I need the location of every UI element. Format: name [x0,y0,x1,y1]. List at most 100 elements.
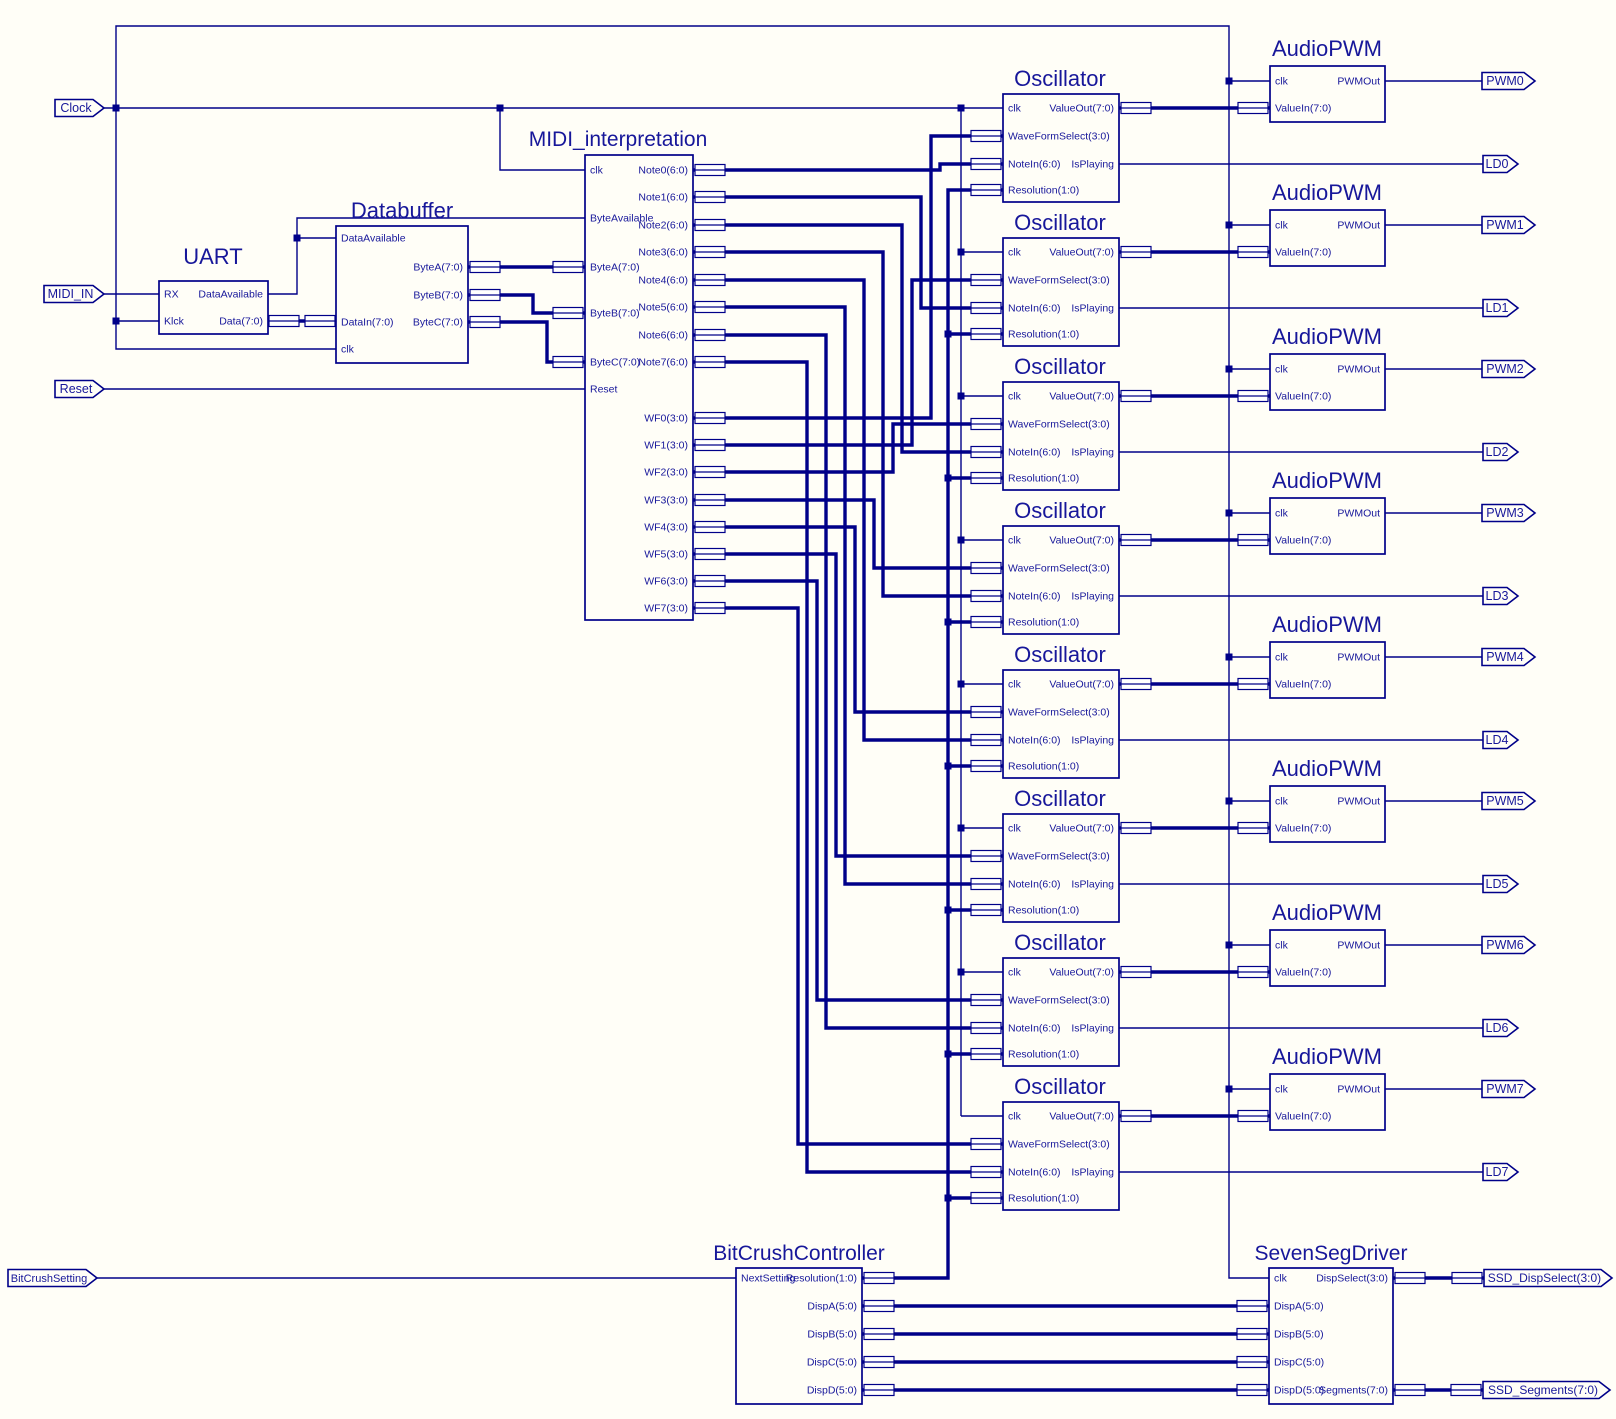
port-output-pwm3: PWM3 [1481,503,1537,523]
pin-label: Resolution(1:0) [1008,473,1079,485]
bus-tap [1237,821,1269,835]
pin-label: Segments(7:0) [1319,1385,1388,1397]
port-shape-output-pwm4[interactable] [1481,647,1537,667]
port-shape-output-ld4[interactable] [1482,730,1520,750]
block-body-oscillator-8[interactable] [1002,1101,1120,1211]
port-shape-output-ld5[interactable] [1482,874,1520,894]
port-output-ssd-segments: SSD_Segments(7:0) [1482,1380,1612,1400]
block-body-oscillator-7[interactable] [1002,957,1120,1067]
pin-label: clk [1008,535,1022,547]
block-body-oscillator-2[interactable] [1002,237,1120,347]
block-title: MIDI_interpretation [529,128,708,151]
pin-label: ValueIn(7:0) [1275,967,1331,979]
port-shape-input-midi-in[interactable] [43,284,106,304]
port-shape-output-ssd-segments[interactable] [1482,1380,1612,1400]
pin-label: IsPlaying [1071,447,1114,459]
block-title: Oscillator [1014,1074,1106,1099]
port-shape-output-ld1[interactable] [1482,298,1520,318]
port-shape-input-bitcrush-setting[interactable] [7,1268,99,1288]
block-body-sevenseg-driver[interactable] [1268,1267,1394,1405]
pin-label: NoteIn(6:0) [1008,1167,1061,1179]
port-shape-output-ssd-dispselect[interactable] [1483,1268,1614,1288]
junction-dot [957,392,965,400]
bus-tap [552,260,584,274]
pin-label: DispD(5:0) [1274,1385,1324,1397]
bus-tap [1120,101,1152,115]
junction-dot [957,824,965,832]
wire-net-uart-dataavailable [268,217,585,295]
wire-bus-note6 [693,333,1003,1030]
pin-label: NoteIn(6:0) [1008,879,1061,891]
pin-label: PWMOut [1337,1084,1380,1096]
bus-tap [469,260,501,274]
bus-tap [694,547,726,561]
block-body-audiopwm-8[interactable] [1269,1073,1386,1131]
port-shape-output-pwm0[interactable] [1481,71,1537,91]
bus-tap [694,438,726,452]
port-shape-output-pwm7[interactable] [1481,1079,1537,1099]
port-shape-output-ld3[interactable] [1482,586,1520,606]
pin-label: ValueOut(7:0) [1049,103,1114,115]
junction-dot [944,762,952,770]
pin-label: ByteAvailable [590,213,654,225]
block-title: Oscillator [1014,642,1106,667]
port-shape-input-reset[interactable] [54,379,106,399]
port-shape-output-pwm6[interactable] [1481,935,1537,955]
pin-label: WF3(3:0) [644,495,688,507]
block-uart: UART RX Klck DataAvailable Data(7:0) [158,244,269,335]
pin-label: Resolution(1:0) [1008,761,1079,773]
block-body-audiopwm-3[interactable] [1269,353,1386,411]
bus-tap [970,615,1002,629]
pin-label: NoteIn(6:0) [1008,447,1061,459]
pin-label: PWMOut [1337,76,1380,88]
port-shape-output-pwm2[interactable] [1481,359,1537,379]
bus-tap [970,1047,1002,1061]
pin-label: DispD(5:0) [807,1385,857,1397]
port-input-clock: Clock [54,98,106,118]
port-label: LD6 [1486,1021,1509,1035]
block-body-oscillator-1[interactable] [1002,93,1120,203]
block-title: Oscillator [1014,210,1106,235]
bus-tap [694,273,726,287]
pin-label: clk [1275,652,1289,664]
port-shape-output-pwm5[interactable] [1481,791,1537,811]
bus-tap [469,315,501,329]
bus-tap [970,1165,1002,1179]
block-body-audiopwm-2[interactable] [1269,209,1386,267]
block-body-audiopwm-1[interactable] [1269,65,1386,123]
pin-label: WF7(3:0) [644,603,688,615]
pin-label: DispC(5:0) [807,1357,857,1369]
block-body-oscillator-3[interactable] [1002,381,1120,491]
block-body-databuffer[interactable] [335,225,469,364]
port-shape-output-pwm3[interactable] [1481,503,1537,523]
port-output-ld1: LD1 [1482,298,1520,318]
block-body-uart[interactable] [158,280,269,335]
port-shape-input-clock[interactable] [54,98,106,118]
port-shape-output-ld7[interactable] [1482,1162,1520,1182]
block-body-oscillator-5[interactable] [1002,669,1120,779]
block-body-audiopwm-5[interactable] [1269,641,1386,699]
port-label: SSD_DispSelect(3:0) [1488,1271,1601,1285]
port-shape-output-ld2[interactable] [1482,442,1520,462]
port-label: Reset [60,382,93,396]
wire-bus-wf4 [693,525,1003,714]
block-body-midi-interpretation[interactable] [584,154,694,621]
pin-label: ValueOut(7:0) [1049,247,1114,259]
port-shape-output-ld0[interactable] [1482,154,1520,174]
port-shape-output-ld6[interactable] [1482,1018,1520,1038]
block-title: Oscillator [1014,498,1106,523]
block-title: Oscillator [1014,930,1106,955]
bus-tap [1450,1383,1482,1397]
pin-label: DispB(5:0) [1274,1329,1324,1341]
block-body-bitcrush-controller[interactable] [735,1267,863,1405]
block-body-oscillator-4[interactable] [1002,525,1120,635]
block-body-audiopwm-7[interactable] [1269,929,1386,987]
port-shape-output-pwm1[interactable] [1481,215,1537,235]
pin-label: ValueIn(7:0) [1275,247,1331,259]
block-body-audiopwm-6[interactable] [1269,785,1386,843]
block-audiopwm-6: AudioPWM clk ValueIn(7:0) PWMOut [1269,756,1386,843]
block-body-oscillator-6[interactable] [1002,813,1120,923]
block-body-audiopwm-4[interactable] [1269,497,1386,555]
pin-label: Note3(6:0) [638,247,688,259]
